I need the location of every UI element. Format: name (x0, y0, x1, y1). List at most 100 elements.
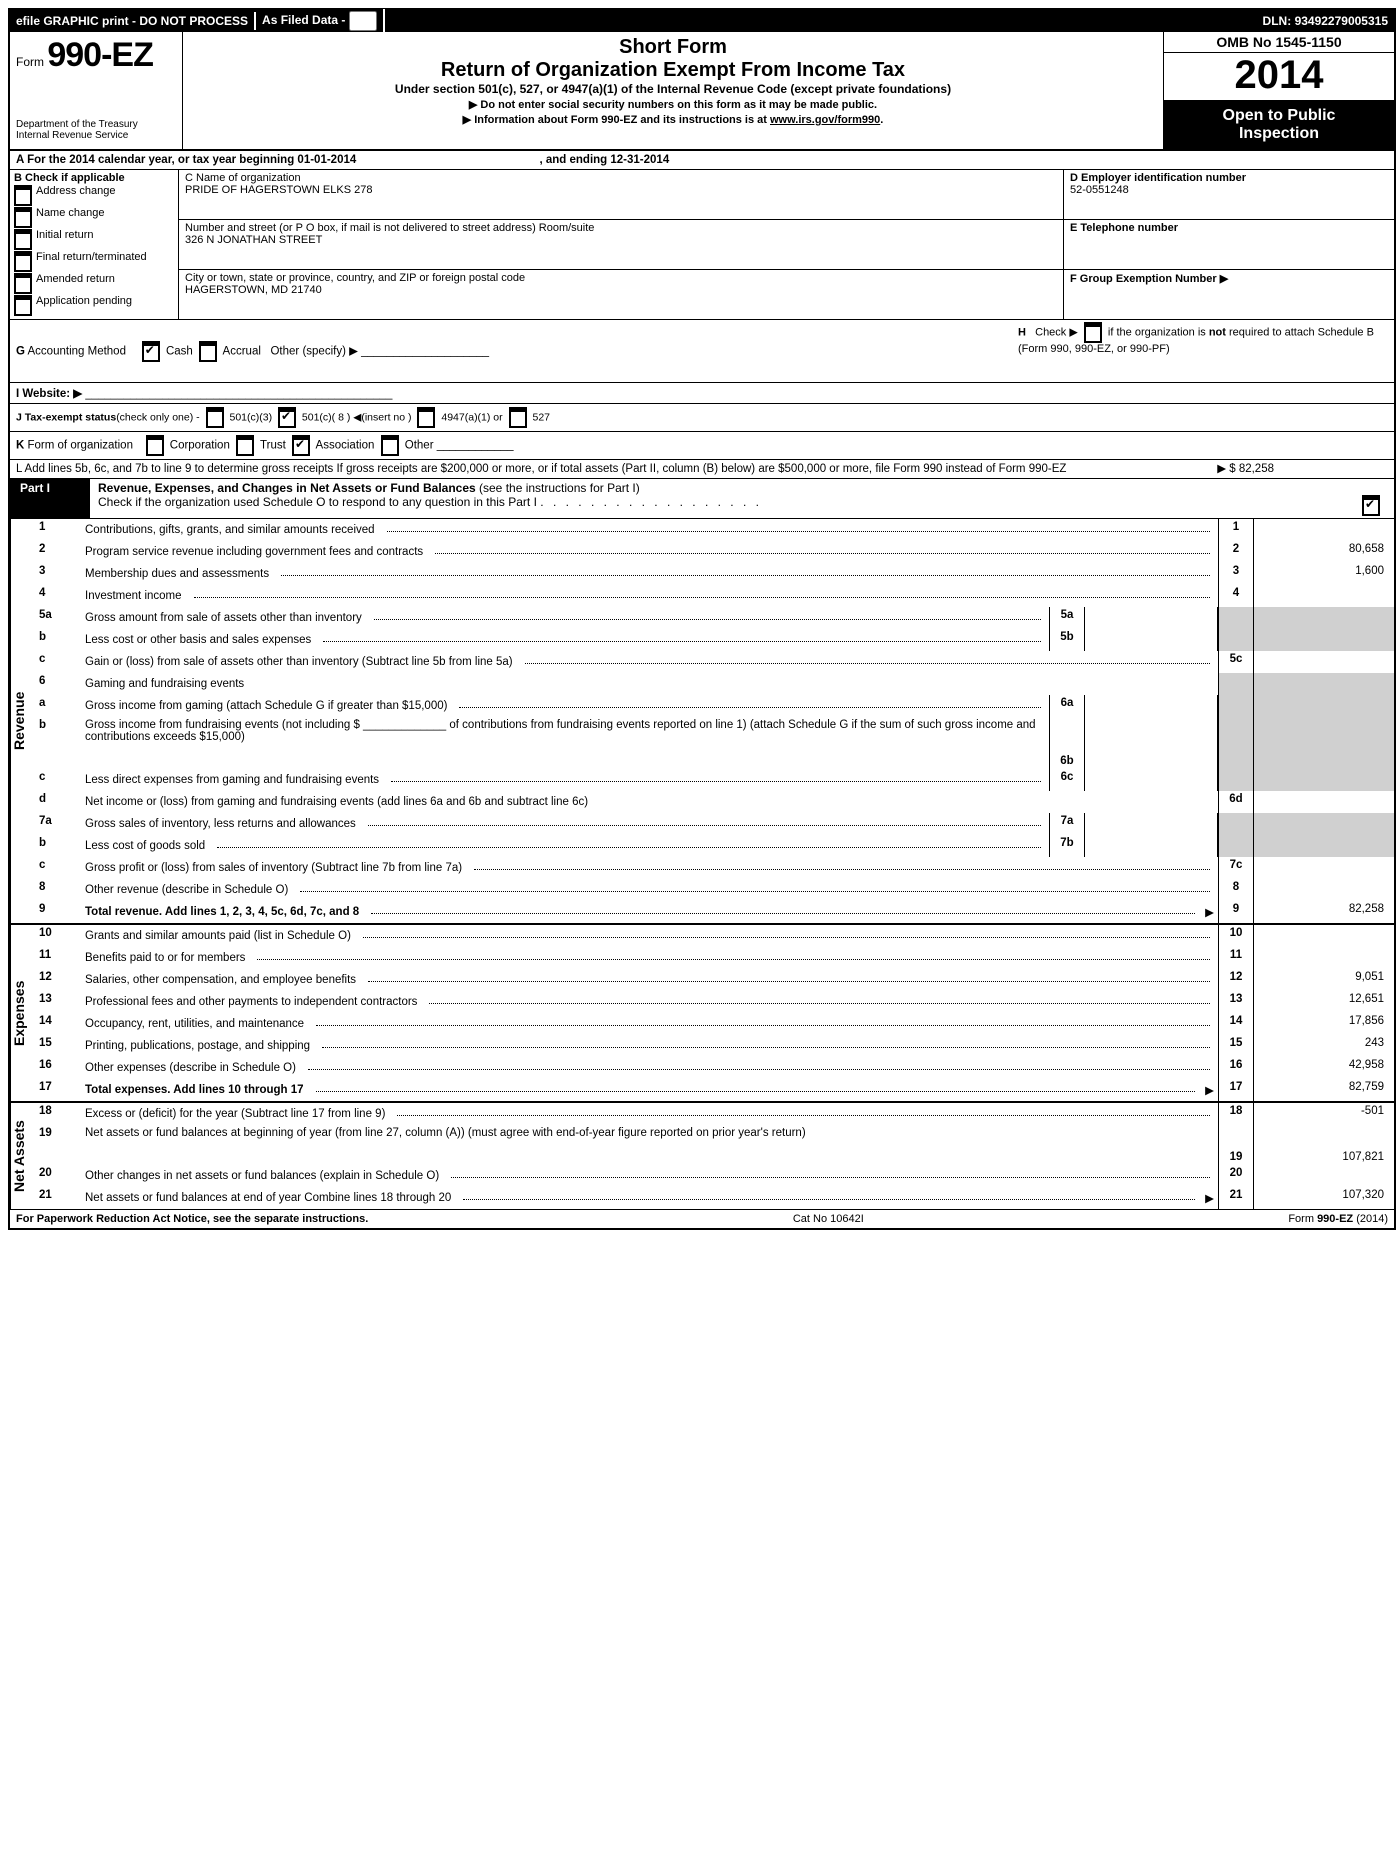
d-ein: D Employer identification number 52-0551… (1064, 170, 1394, 220)
side-expenses: Expenses (10, 925, 33, 1101)
checkbox-icon (14, 185, 32, 206)
line-12: 12 Salaries, other compensation, and emp… (33, 969, 1394, 991)
chk-501c[interactable] (278, 407, 296, 428)
header-center: Short Form Return of Organization Exempt… (183, 32, 1163, 149)
chk-527[interactable] (509, 407, 527, 428)
chk-501c3[interactable] (206, 407, 224, 428)
chk-cash[interactable] (142, 341, 160, 362)
asfiled-input[interactable] (349, 11, 377, 31)
line-6: 6 Gaming and fundraising events (33, 673, 1394, 695)
part-1-header: Part I Revenue, Expenses, and Changes in… (10, 479, 1394, 519)
c-name: C Name of organization PRIDE OF HAGERSTO… (179, 170, 1063, 220)
c-city: City or town, state or province, country… (179, 270, 1063, 319)
line-20: 20 Other changes in net assets or fund b… (33, 1165, 1394, 1187)
chk-assoc[interactable] (292, 435, 310, 456)
line-6c: c Less direct expenses from gaming and f… (33, 769, 1394, 791)
line-5b: b Less cost or other basis and sales exp… (33, 629, 1394, 651)
f-group: F Group Exemption Number ▶ (1064, 270, 1394, 319)
line-7a: 7a Gross sales of inventory, less return… (33, 813, 1394, 835)
line-g: G Accounting Method Cash Accrual Other (… (10, 320, 1394, 383)
dept-treasury: Department of the Treasury (16, 119, 176, 130)
chk-amended[interactable]: Amended return (14, 273, 174, 294)
chk-4947[interactable] (417, 407, 435, 428)
line-7c: c Gross profit or (loss) from sales of i… (33, 857, 1394, 879)
chk-address[interactable]: Address change (14, 185, 174, 206)
dept-irs: Internal Revenue Service (16, 130, 176, 141)
line-8: 8 Other revenue (describe in Schedule O)… (33, 879, 1394, 901)
line-17: 17 Total expenses. Add lines 10 through … (33, 1079, 1394, 1101)
revenue-block: Revenue 1 Contributions, gifts, grants, … (10, 519, 1394, 925)
omb-number: OMB No 1545-1150 (1164, 32, 1394, 53)
form-990ez: efile GRAPHIC print - DO NOT PROCESS As … (8, 8, 1396, 1230)
chk-pending[interactable]: Application pending (14, 295, 174, 316)
asfiled-label: As Filed Data - (256, 9, 385, 33)
subtitle: Under section 501(c), 527, or 4947(a)(1)… (189, 82, 1157, 96)
line-7b: b Less cost of goods sold 7b (33, 835, 1394, 857)
line-5a: 5a Gross amount from sale of assets othe… (33, 607, 1394, 629)
line-6b: b Gross income from fundraising events (… (33, 717, 1394, 769)
top-bar: efile GRAPHIC print - DO NOT PROCESS As … (10, 10, 1394, 32)
line-6d: d Net income or (loss) from gaming and f… (33, 791, 1394, 813)
chk-final[interactable]: Final return/terminated (14, 251, 174, 272)
part-1-label: Part I (10, 479, 90, 518)
header-right: OMB No 1545-1150 2014 Open to Public Ins… (1163, 32, 1394, 149)
main-title: Return of Organization Exempt From Incom… (189, 59, 1157, 82)
chk-name[interactable]: Name change (14, 207, 174, 228)
irs-link[interactable]: www.irs.gov/form990 (770, 114, 880, 126)
ssn-note: ▶ Do not enter social security numbers o… (189, 98, 1157, 111)
chk-trust[interactable] (236, 435, 254, 456)
chk-other[interactable] (381, 435, 399, 456)
line-13: 13 Professional fees and other payments … (33, 991, 1394, 1013)
col-b: B Check if applicable Address change Nam… (10, 170, 179, 319)
chk-sched-o[interactable] (1362, 495, 1380, 516)
c-street: Number and street (or P O box, if mail i… (179, 220, 1063, 270)
footer-right: Form 990-EZ (2014) (1288, 1213, 1388, 1225)
line-l: L Add lines 5b, 6c, and 7b to line 9 to … (10, 460, 1394, 479)
chk-accrual[interactable] (199, 341, 217, 362)
col-c: C Name of organization PRIDE OF HAGERSTO… (179, 170, 1063, 319)
line-k: K Form of organization Corporation Trust… (10, 432, 1394, 460)
header: Form 990-EZ Department of the Treasury I… (10, 32, 1394, 151)
footer: For Paperwork Reduction Act Notice, see … (10, 1209, 1394, 1228)
checkbox-icon (14, 229, 32, 250)
line-19: 19 Net assets or fund balances at beginn… (33, 1125, 1394, 1165)
short-form-title: Short Form (189, 36, 1157, 59)
checkbox-icon (14, 273, 32, 294)
line-15: 15 Printing, publications, postage, and … (33, 1035, 1394, 1057)
section-b-c-def: B Check if applicable Address change Nam… (10, 170, 1394, 320)
line-j: J Tax-exempt status(check only one) - 50… (10, 404, 1394, 432)
line-16: 16 Other expenses (describe in Schedule … (33, 1057, 1394, 1079)
chk-sched-b[interactable] (1084, 322, 1102, 343)
form-number: Form 990-EZ (16, 36, 176, 75)
line-1: 1 Contributions, gifts, grants, and simi… (33, 519, 1394, 541)
efile-label: efile GRAPHIC print - DO NOT PROCESS (10, 12, 256, 30)
line-l-val: ▶ $ 82,258 (1217, 461, 1274, 475)
line-6a: a Gross income from gaming (attach Sched… (33, 695, 1394, 717)
line-i: I Website: ▶ ___________________________… (10, 383, 1394, 404)
line-11: 11 Benefits paid to or for members 11 (33, 947, 1394, 969)
line-21: 21 Net assets or fund balances at end of… (33, 1187, 1394, 1209)
line-2: 2 Program service revenue including gove… (33, 541, 1394, 563)
net-assets-block: Net Assets 18 Excess or (deficit) for th… (10, 1103, 1394, 1209)
line-5c: c Gain or (loss) from sale of assets oth… (33, 651, 1394, 673)
footer-left: For Paperwork Reduction Act Notice, see … (16, 1213, 368, 1225)
col-def: D Employer identification number 52-0551… (1063, 170, 1394, 319)
col-b-head: B Check if applicable (14, 172, 174, 184)
checkbox-icon (14, 295, 32, 316)
row-a: A For the 2014 calendar year, or tax yea… (10, 151, 1394, 170)
line-3: 3 Membership dues and assessments 3 1,60… (33, 563, 1394, 585)
checkbox-icon (14, 251, 32, 272)
line-10: 10 Grants and similar amounts paid (list… (33, 925, 1394, 947)
e-phone: E Telephone number (1064, 220, 1394, 270)
tax-year: 2014 (1164, 53, 1394, 101)
side-revenue: Revenue (10, 519, 33, 923)
line-14: 14 Occupancy, rent, utilities, and maint… (33, 1013, 1394, 1035)
footer-mid: Cat No 10642I (793, 1213, 864, 1225)
line-18: 18 Excess or (deficit) for the year (Sub… (33, 1103, 1394, 1125)
chk-initial[interactable]: Initial return (14, 229, 174, 250)
line-h: H Check ▶ if the organization is not req… (1018, 322, 1388, 355)
line-9: 9 Total revenue. Add lines 1, 2, 3, 4, 5… (33, 901, 1394, 923)
chk-corp[interactable] (146, 435, 164, 456)
info-note: ▶ Information about Form 990-EZ and its … (189, 113, 1157, 126)
open-public: Open to Public Inspection (1164, 101, 1394, 149)
